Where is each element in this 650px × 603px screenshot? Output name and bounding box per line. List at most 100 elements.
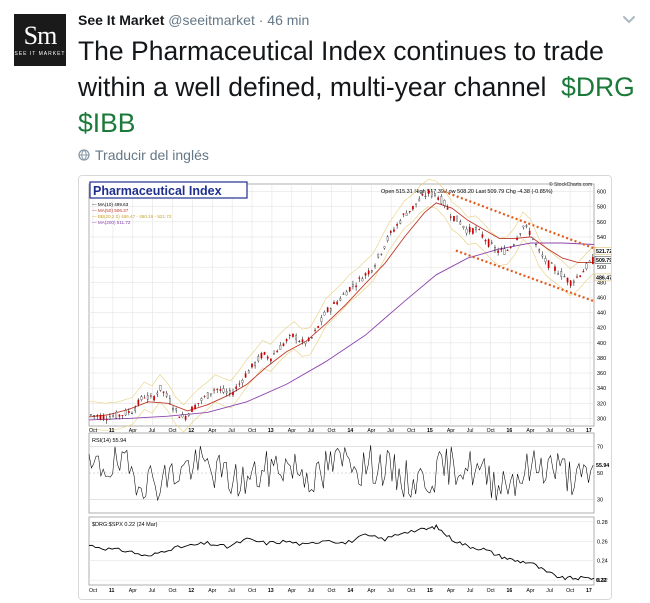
candle-body (169, 398, 171, 404)
avatar-subtext: SEE IT MARKET (14, 51, 66, 57)
translate-link[interactable]: Traducir del inglés (78, 147, 209, 163)
candle-body (109, 416, 111, 420)
candle-body (320, 317, 323, 322)
chart-title-box (89, 181, 248, 199)
y-tick-label: 480 (597, 280, 606, 286)
timestamp[interactable]: 46 min (267, 12, 310, 28)
cashtag-drg[interactable]: $DRG (561, 72, 635, 102)
candle-body (263, 351, 266, 355)
y-tick-label: 540 (597, 235, 606, 241)
candle-body (200, 398, 203, 401)
candle-body (137, 399, 140, 405)
ratio-last-value: 0.22 (596, 578, 606, 584)
candle-body (490, 242, 493, 244)
candle-body (172, 408, 174, 410)
candle-body (585, 263, 588, 270)
tweet-body: The Pharmaceutical Index continues to tr… (78, 36, 604, 102)
candle-body (311, 337, 313, 339)
candle-body (96, 415, 99, 417)
tweet-header: See It Market @seeitmarket · 46 min (78, 12, 309, 28)
chart-image[interactable]: Pharmaceutical Index Open 515.31 High 51… (78, 175, 612, 600)
x-tick-label: 12 (188, 428, 194, 434)
candle-body (453, 215, 455, 222)
candle-body (206, 392, 209, 399)
candle-body (544, 258, 547, 262)
candle-body (194, 404, 196, 410)
y-tick-label: 380 (597, 356, 606, 362)
x-tick-label: Jul (387, 428, 394, 434)
tweet-text: The Pharmaceutical Index continues to tr… (78, 33, 638, 141)
x-tick-label: Apr (526, 588, 534, 594)
candle-body (175, 408, 178, 411)
display-name[interactable]: See It Market (78, 12, 165, 28)
candle-body (519, 233, 522, 235)
y-tick-label: 600 (597, 190, 606, 196)
chevron-down-icon[interactable] (620, 10, 638, 28)
candle-body (266, 356, 269, 359)
candle-body (576, 276, 578, 278)
x-tick-label: Oct (407, 588, 416, 594)
x-tick-label: Apr (208, 428, 216, 434)
x-tick-label: Oct (566, 588, 575, 594)
last-value-box (594, 256, 611, 264)
candle-body (159, 385, 162, 391)
candle-body (557, 273, 559, 275)
legend-entry: — MA(50) 506.37 (92, 208, 129, 213)
cashtag-ibb[interactable]: $IBB (78, 108, 136, 138)
candle-body (468, 226, 471, 233)
candle-body (405, 212, 408, 216)
candle-body (446, 207, 449, 210)
candle-body (131, 412, 133, 414)
candle-body (579, 275, 582, 277)
candle-body (355, 285, 357, 288)
y-tick-label: 580 (597, 205, 606, 211)
y-tick-label: 300 (597, 416, 606, 422)
candle-body (288, 335, 291, 336)
candle-body (225, 391, 228, 394)
x-tick-label: Jul (467, 428, 474, 434)
x-tick-label: 11 (109, 588, 115, 594)
avatar[interactable]: Sm SEE IT MARKET (14, 14, 66, 66)
candle-body (260, 352, 263, 359)
x-tick-label: Oct (407, 428, 416, 434)
candle-body (535, 244, 537, 246)
candle-body (124, 410, 127, 416)
candle-body (560, 271, 563, 277)
candle-body (178, 416, 181, 418)
handle[interactable]: @seeitmarket (168, 12, 255, 28)
candle-body (418, 198, 421, 202)
candle-body (412, 205, 414, 210)
x-tick-label: Oct (487, 428, 496, 434)
y-tick-label: 0.22 (597, 578, 608, 584)
bollinger-lower-line (88, 206, 595, 433)
candle-body (427, 190, 430, 194)
x-tick-label: 16 (506, 588, 512, 594)
x-tick-label: Apr (288, 428, 296, 434)
candle-body (210, 393, 212, 395)
candle-body (573, 280, 575, 283)
y-tick-label: 440 (597, 311, 606, 317)
x-tick-label: Jul (308, 428, 315, 434)
y-tick-label: 320 (597, 401, 606, 407)
x-tick-label: Jul (387, 588, 394, 594)
x-tick-label: Jul (467, 588, 474, 594)
last-value-label: 509.79 (596, 258, 611, 264)
candle-body (462, 225, 465, 228)
candle-body (121, 415, 124, 416)
x-tick-label: Oct (487, 588, 496, 594)
candle-body (317, 325, 320, 328)
candle-body (396, 224, 398, 226)
candle-body (238, 383, 241, 385)
ratio-panel (88, 516, 595, 586)
y-tick-label: 70 (597, 444, 603, 450)
y-tick-label: 460 (597, 295, 606, 301)
x-tick-label: 14 (347, 588, 353, 594)
candle-body (380, 253, 383, 255)
x-tick-label: Apr (447, 428, 455, 434)
candle-body (99, 414, 102, 420)
x-tick-label: Jul (546, 428, 553, 434)
candle-body (591, 257, 594, 265)
candle-body (235, 386, 238, 389)
candle-body (475, 227, 477, 230)
candle-body (254, 362, 256, 367)
